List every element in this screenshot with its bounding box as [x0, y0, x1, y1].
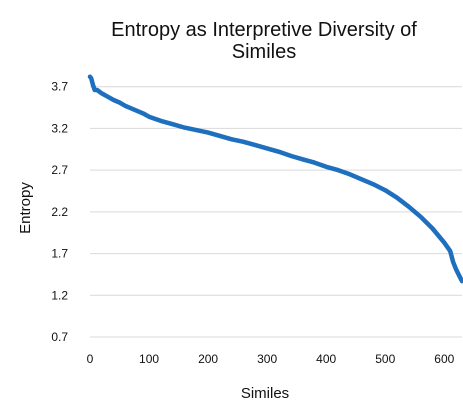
data-point [106, 95, 109, 98]
data-point [118, 101, 121, 104]
plot-area [87, 74, 463, 284]
data-point [183, 126, 186, 129]
data-point [419, 216, 422, 218]
y-axis-label: Entropy [17, 182, 34, 234]
data-point [142, 112, 144, 115]
data-point [101, 92, 103, 95]
data-point [278, 151, 280, 153]
x-tick-label: 100 [139, 352, 159, 366]
y-tick-label: 1.2 [51, 288, 68, 302]
data-point [384, 189, 387, 191]
y-tick-label: 3.7 [51, 80, 68, 94]
data-point [372, 183, 375, 186]
y-tick-label: 0.7 [51, 330, 68, 344]
x-tick-label: 500 [375, 352, 395, 366]
data-point [313, 161, 316, 164]
data-point [90, 77, 92, 80]
y-tick-label: 3.2 [51, 121, 68, 135]
data-point [301, 158, 304, 161]
x-axis-ticks: 0 100 200 300 400 500 600 [87, 352, 455, 366]
data-point [230, 138, 233, 141]
chart-title-line-2: Similes [232, 41, 296, 63]
data-point [360, 178, 363, 181]
y-tick-label: 2.7 [51, 163, 68, 177]
x-tick-label: 400 [316, 352, 336, 366]
gridlines [90, 86, 462, 338]
data-point [455, 268, 457, 271]
x-tick-label: 600 [434, 352, 454, 366]
data-point [124, 105, 127, 107]
data-point [443, 241, 446, 244]
data-point [349, 173, 351, 176]
x-tick-label: 200 [198, 352, 218, 366]
x-axis-label: Similes [241, 385, 289, 402]
data-point [408, 206, 410, 208]
data-point [96, 89, 98, 91]
data-point [254, 144, 257, 146]
x-tick-label: 300 [257, 352, 277, 366]
data-point [93, 89, 96, 91]
data-point [160, 120, 162, 122]
data-point [458, 274, 460, 277]
data-point [290, 155, 292, 157]
y-axis-ticks: 3.7 3.2 2.7 2.2 1.7 1.2 0.7 [51, 80, 68, 344]
data-point [219, 135, 221, 137]
x-tick-label: 0 [87, 352, 94, 366]
y-tick-label: 2.2 [51, 205, 68, 219]
data-point [148, 115, 150, 118]
data-point [449, 250, 452, 252]
data-point [396, 196, 398, 199]
data-point [89, 75, 91, 78]
data-point [242, 141, 245, 143]
data-point [461, 280, 463, 282]
data-point [325, 166, 328, 168]
data-point [130, 107, 133, 110]
data-point [112, 99, 115, 101]
chart-title-line-1: Entropy as Interpretive Diversity of [111, 19, 417, 41]
data-point [136, 110, 138, 112]
data-point [266, 147, 268, 150]
data-point [171, 123, 174, 125]
series-line-0 [87, 74, 463, 284]
data-point [92, 84, 94, 86]
data-point [207, 131, 209, 134]
data-point [337, 169, 339, 171]
y-tick-label: 1.7 [51, 247, 68, 261]
data-point [431, 227, 434, 230]
data-point [195, 129, 198, 131]
data-point [452, 261, 454, 263]
